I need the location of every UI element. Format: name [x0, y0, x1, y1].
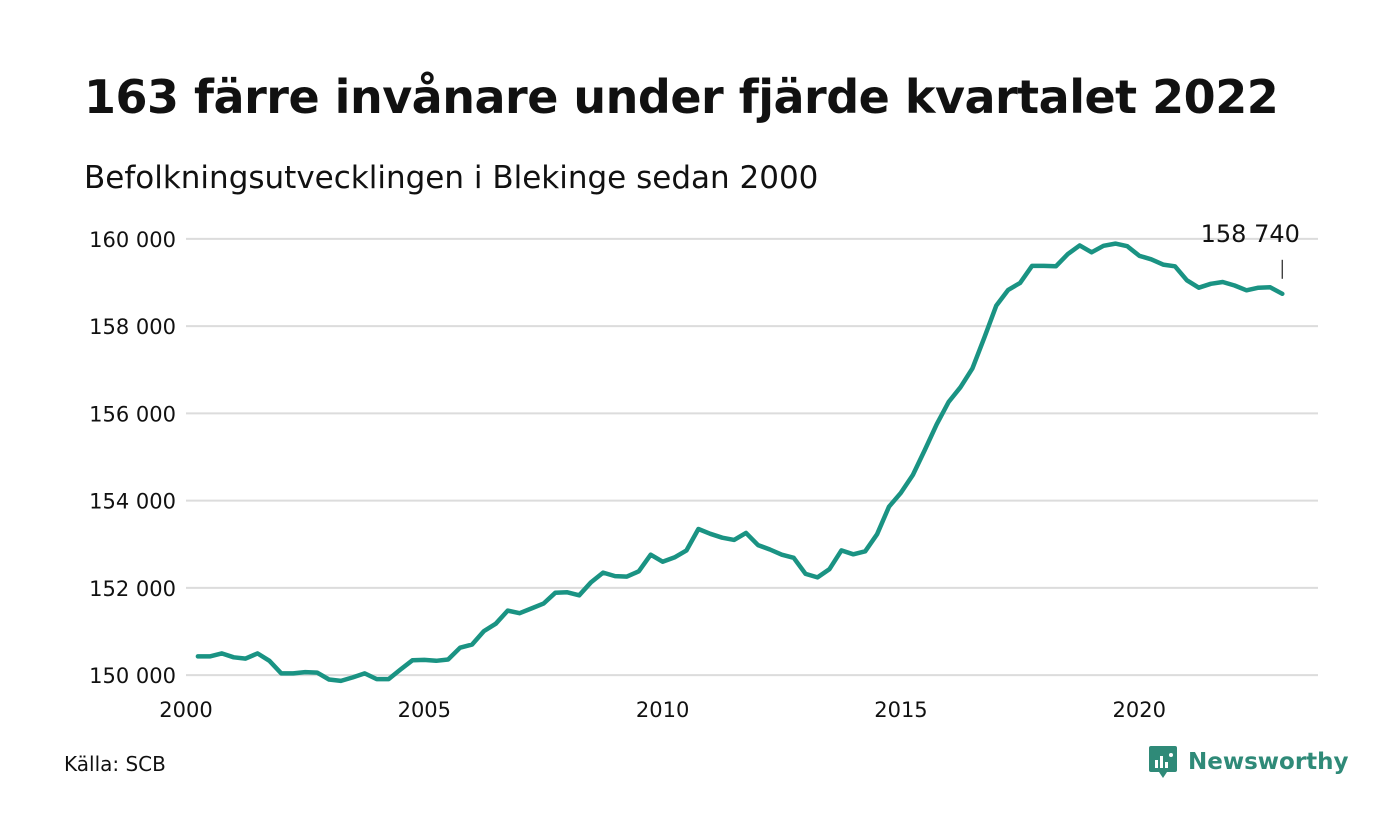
chart-title: 163 färre invånare under fjärde kvartale…: [84, 70, 1279, 124]
y-axis-ticks: 150 000 152 000 154 000 156 000 158 000 160 0…: [89, 228, 176, 688]
gridlines: [186, 237, 1318, 677]
x-tick-label: 2000: [159, 698, 212, 722]
x-tick-label: 2005: [398, 698, 451, 722]
y-tick-label: 154 000: [89, 490, 176, 514]
y-tick-label: 152 000: [89, 577, 176, 601]
brand-name: Newsworthy: [1188, 749, 1349, 775]
y-tick-label: 160 000: [89, 228, 176, 252]
x-axis-ticks: 2000 2005 2010 2015 2020: [159, 698, 1166, 722]
x-tick-label: 2020: [1113, 698, 1166, 722]
end-value-label: 158 740: [1201, 220, 1300, 248]
source-label: Källa: SCB: [64, 752, 166, 776]
chart-subtitle: Befolkningsutvecklingen i Blekinge sedan…: [84, 160, 819, 196]
newsworthy-logo: Newsworthy: [1148, 744, 1349, 780]
y-tick-label: 150 000: [89, 664, 176, 688]
y-tick-label: 158 000: [89, 315, 176, 339]
population-series-line: [195, 241, 1285, 684]
x-tick-label: 2010: [636, 698, 689, 722]
chart-bubble-icon: [1149, 746, 1177, 778]
x-tick-label: 2015: [874, 698, 927, 722]
y-tick-label: 156 000: [89, 402, 176, 426]
